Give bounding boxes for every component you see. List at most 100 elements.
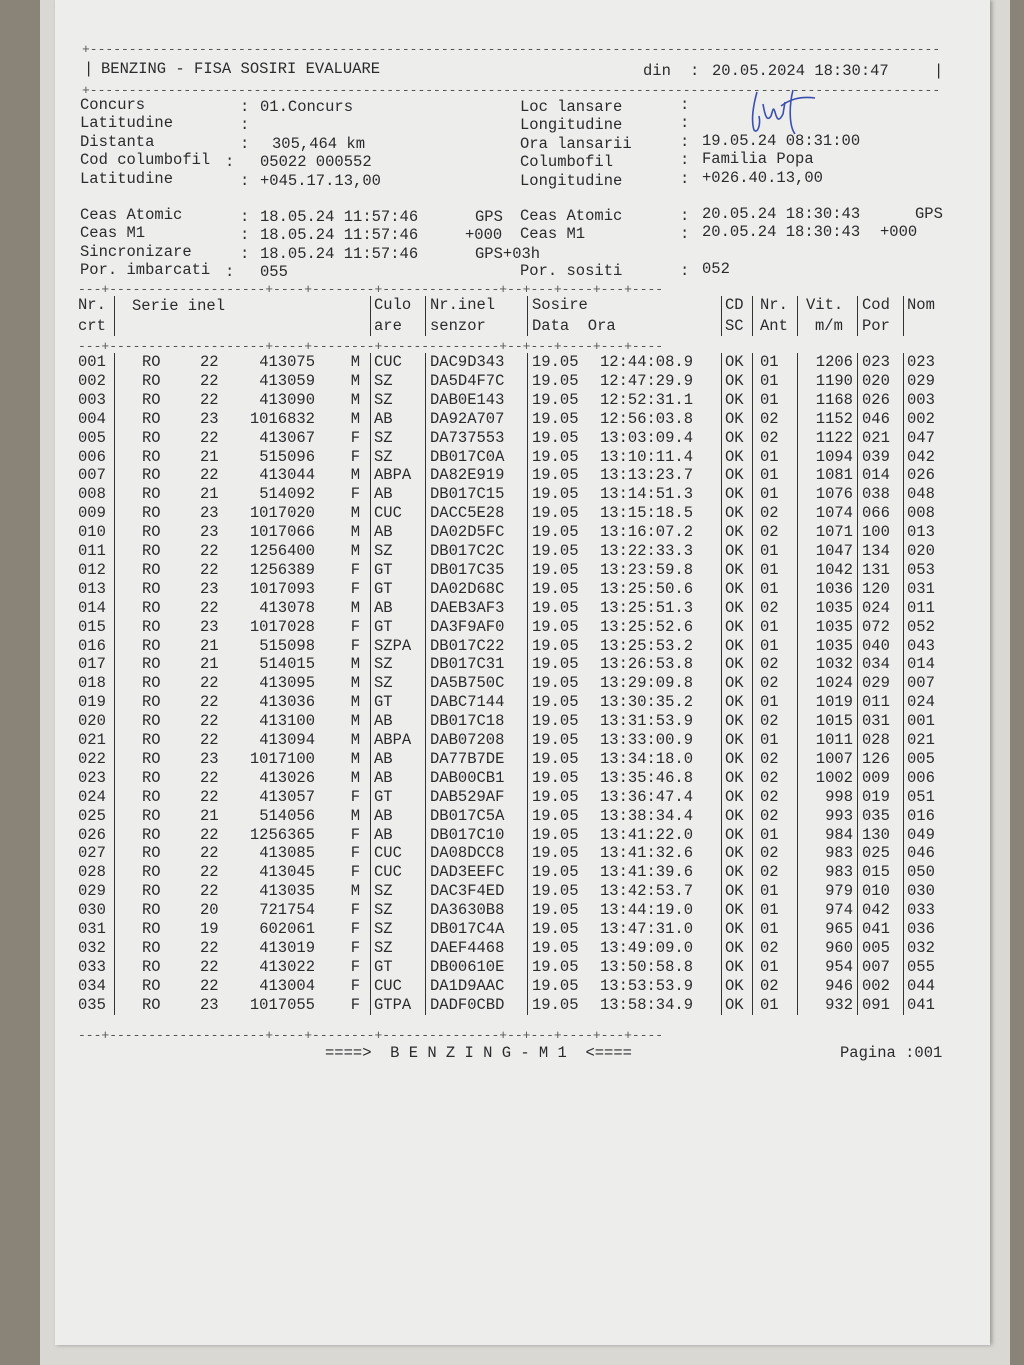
column-divider [425,371,426,391]
cell-sensor: DA82E919 [430,466,505,485]
field-label: Loc lansare [520,98,623,116]
cell-time: 12:56:03.8 [600,409,694,428]
column-divider [857,485,858,505]
column-divider [527,560,528,580]
table-row: 021 RO 22 413094 M ABPA DAB07208 19.05 13:33:00.… [0,731,1024,750]
column-divider [370,976,371,996]
cell-sensor: DAEB3AF3 [430,598,505,617]
cell-cdsc: OK [725,523,744,542]
cell-year: 20 [200,901,219,920]
cell-date: 19.05 [532,655,579,674]
cell-color: GT [374,560,393,579]
column-divider [797,712,798,732]
column-divider [752,901,753,921]
cell-nr: 002 [78,371,106,390]
column-divider [425,296,426,336]
column-divider [721,693,722,713]
cell-cdsc: OK [725,882,744,901]
table-row: 014 RO 22 413078 M AB DAEB3AF3 19.05 13:25:51.3 O… [0,598,1024,618]
column-divider [425,806,426,826]
cell-date: 19.05 [532,560,579,579]
cell-sensor: DA02D68C [430,579,505,598]
column-divider [370,957,371,977]
cell-color: SZ [374,428,393,447]
cell-nom: 024 [907,693,935,712]
field-label: Longitudine [520,116,623,134]
field-separator: : [680,225,690,243]
cell-cod: 035 [862,806,890,825]
cell-sex: F [350,485,360,504]
cell-sex: M [350,371,360,390]
column-divider [114,617,115,637]
column-divider [370,447,371,467]
cell-date: 19.05 [532,579,579,598]
cell-color: GT [374,957,393,976]
cell-country: RO [142,976,161,995]
column-divider [527,957,528,977]
column-divider [797,504,798,524]
cell-sensor: DB00610E [430,957,505,976]
cell-year: 21 [200,655,219,674]
cell-ant: 02 [760,428,779,447]
cell-ant: 02 [760,523,779,542]
cell-cdsc: OK [725,636,744,655]
cell-date: 19.05 [532,806,579,825]
cell-year: 23 [200,617,219,636]
field-suffix: GPS [915,205,943,223]
field-value: +026.40.13,00 [702,169,823,187]
cell-nom: 051 [907,787,935,806]
cell-ring: 413078 [259,598,315,617]
column-divider [527,825,528,845]
column-divider [903,598,904,618]
cell-year: 22 [200,371,219,390]
column-divider [114,976,115,996]
cell-time: 13:15:18.5 [600,504,694,523]
cell-nr: 035 [78,995,106,1014]
cell-sex: M [350,504,360,523]
cell-country: RO [142,749,161,768]
cell-year: 22 [200,787,219,806]
column-divider [903,504,904,524]
cell-nom: 052 [907,617,935,636]
column-divider [425,693,426,713]
cell-color: GT [374,579,393,598]
cell-vit: 1074 [815,504,853,523]
field-separator: : [225,153,235,171]
cell-vit: 1047 [815,542,853,560]
column-divider [857,825,858,845]
cell-year: 22 [200,560,219,579]
cell-sensor: DACC5E28 [430,504,505,523]
column-divider [527,447,528,467]
cell-sensor: DA5B750C [430,674,505,693]
cell-color: SZPA [374,636,412,655]
cell-ant: 02 [760,976,779,995]
field-value: +045.17.13,00 [260,172,381,190]
column-divider [425,523,426,543]
cell-year: 22 [200,390,219,409]
cell-cdsc: OK [725,957,744,976]
column-divider [903,712,904,732]
cell-sensor: DAB529AF [430,787,505,806]
column-divider [527,655,528,675]
field-label: Ceas M1 [80,224,146,242]
column-divider [114,466,115,486]
column-divider [752,674,753,694]
cell-nom: 008 [907,504,935,523]
field-separator: : [240,172,250,190]
cell-time: 13:25:53.2 [600,636,694,655]
cell-ring: 413085 [259,844,315,863]
column-divider [527,428,528,448]
cell-ant: 02 [760,844,779,863]
column-divider [903,674,904,694]
table-header-border: ---+--------------------+----+--------+-… [78,339,664,354]
cell-country: RO [142,636,161,655]
cell-ring: 413022 [259,957,315,976]
cell-year: 22 [200,674,219,693]
date-separator: : [690,62,700,80]
column-divider [903,485,904,505]
cell-nom: 029 [907,371,935,390]
field-label: Longitudine [520,172,623,190]
cell-ring: 1017100 [249,749,315,768]
cell-cod: 014 [862,466,890,485]
cell-time: 13:50:58.8 [600,957,694,976]
